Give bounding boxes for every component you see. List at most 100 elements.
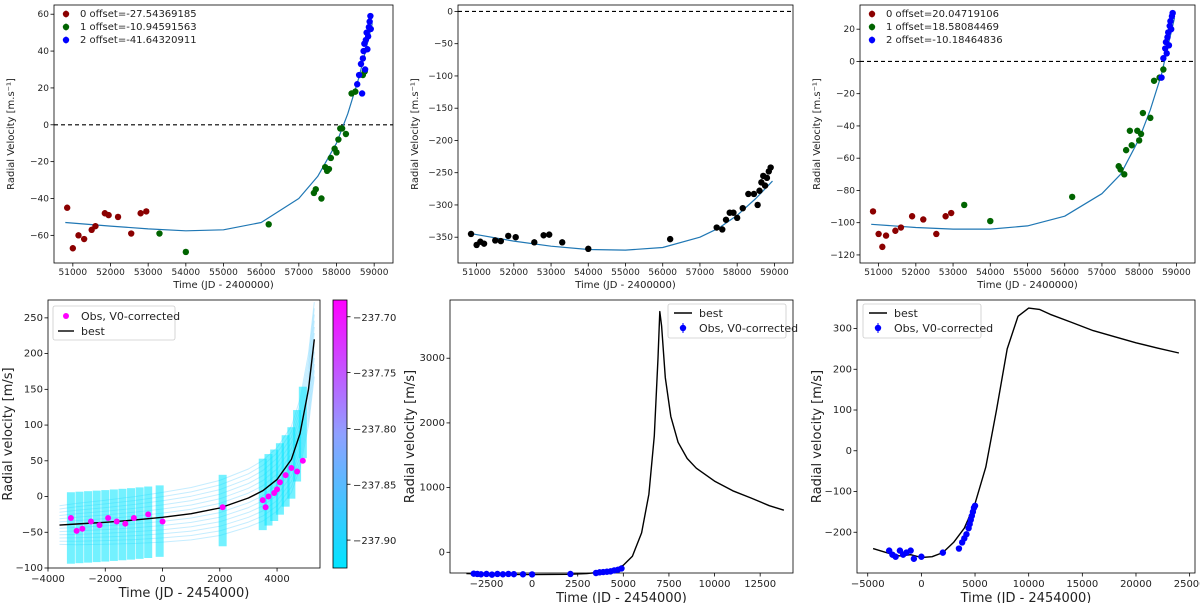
- data-point-green: [156, 230, 163, 237]
- data-point-red: [879, 243, 886, 251]
- x-tick-label: 56000: [1050, 268, 1079, 278]
- observation-point: [259, 497, 266, 504]
- colorbar-tick-label: −237.85: [353, 480, 396, 491]
- y-tick-label: −50: [434, 40, 453, 50]
- y-tick-label: 200: [24, 349, 43, 360]
- data-point-green: [342, 130, 350, 138]
- data-point-blue: [1163, 50, 1170, 57]
- y-tick-label: −100: [830, 219, 855, 229]
- legend-label: best: [894, 307, 918, 320]
- x-tick-label: 57000: [686, 268, 715, 278]
- y-axis-label: Radial velocity [m/s]: [810, 370, 825, 503]
- x-axis-label: Time (JD - 2454000): [555, 591, 687, 603]
- observation-point: [274, 486, 281, 493]
- data-point-black: [480, 240, 488, 247]
- observation-point: [159, 518, 166, 525]
- data-point-black: [497, 237, 505, 245]
- data-point-green: [1121, 171, 1128, 178]
- data-point-black: [545, 231, 553, 238]
- x-tick-label: 5000: [962, 579, 987, 590]
- data-point-green: [1137, 130, 1145, 138]
- observation-point: [282, 472, 289, 479]
- panel-top-left: 51000 52000 53000 54000 55000 56000 57000 58000…: [6, 4, 394, 291]
- observation-point: [87, 518, 94, 525]
- colorbar-tick-label: −237.80: [353, 424, 396, 435]
- y-tick-label: 20: [844, 25, 856, 35]
- data-point-green: [352, 88, 359, 95]
- legend-label: Obs, V0-corrected: [81, 310, 180, 323]
- observation-point: [528, 571, 536, 578]
- y-tick-label: 100: [24, 420, 43, 431]
- x-tick-label: 59000: [760, 268, 789, 278]
- x-tick-label: −4000: [31, 574, 65, 585]
- data-point-red: [869, 208, 877, 215]
- y-axis-label: Radial velocity [m/s]: [1, 367, 16, 500]
- data-point-black: [531, 239, 538, 246]
- x-tick-label: 58000: [723, 268, 752, 278]
- data-point-black: [540, 232, 547, 239]
- y-tick-label: −350: [428, 233, 453, 243]
- data-point-blue: [359, 55, 367, 62]
- data-point-black: [761, 182, 769, 189]
- y-axis-label: Radial Velocity [m.s⁻¹]: [410, 78, 421, 190]
- legend-label: 0 offset=-27.54369185: [80, 9, 197, 20]
- data-point-green: [1139, 109, 1147, 117]
- y-tick-label: −80: [836, 186, 855, 196]
- data-point-blue: [364, 46, 371, 53]
- data-point-green: [327, 154, 335, 162]
- data-point-green: [312, 186, 319, 193]
- posterior-column: [144, 486, 153, 558]
- x-tick-label: −5000: [851, 579, 885, 590]
- y-axis-label: Radial velocity [m/s]: [403, 370, 418, 503]
- data-point-green: [338, 125, 346, 132]
- colorbar-tick-label: −237.70: [353, 313, 396, 324]
- data-point-green: [335, 136, 342, 143]
- legend-box: [862, 303, 982, 339]
- data-point-blue: [1158, 74, 1165, 81]
- panel-bottom-left: −4000 −2000 0 2000 4000 −100 −50 0 50 100 150 200 25…: [1, 299, 396, 601]
- data-point-black: [512, 234, 519, 241]
- y-tick-label: 50: [30, 456, 43, 467]
- x-tick-label: 53000: [537, 268, 566, 278]
- y-tick-label: −50: [22, 527, 43, 538]
- panel-bottom-middle: −2500 0 2500 5000 7500 10000 12500 0 1000 2000 300…: [403, 299, 798, 603]
- x-tick-label: 10000: [699, 579, 731, 590]
- model-curve: [65, 23, 373, 232]
- data-point-green: [1150, 77, 1158, 84]
- posterior-column: [293, 410, 302, 482]
- x-tick-label: 53000: [134, 268, 163, 278]
- data-point-red: [69, 245, 77, 252]
- data-point-red: [114, 213, 122, 221]
- x-tick-label: 56000: [648, 268, 677, 278]
- y-tick-label: −300: [428, 201, 453, 211]
- observation-point: [113, 518, 120, 525]
- data-point-blue: [364, 33, 372, 40]
- data-point-green: [318, 195, 325, 202]
- data-point-blue: [1164, 34, 1171, 41]
- x-tick-label: 5000: [611, 579, 636, 590]
- legend-label: Obs, V0-corrected: [699, 322, 798, 335]
- best-fit-curve: [872, 307, 1180, 559]
- x-tick-label: 51000: [864, 268, 893, 278]
- y-tick-label: 3000: [420, 353, 445, 364]
- x-tick-label: 0: [529, 579, 535, 590]
- data-point-red: [128, 230, 135, 237]
- x-tick-label: 55000: [209, 268, 238, 278]
- posterior-column: [109, 489, 118, 561]
- y-tick-label: −150: [428, 104, 453, 114]
- y-axis-label: Radial Velocity [m.s⁻¹]: [812, 78, 823, 190]
- y-tick-label: 20: [38, 84, 50, 94]
- y-tick-label: −120: [830, 251, 855, 261]
- y-tick-label: −20: [30, 158, 49, 168]
- x-tick-label: 2500: [565, 579, 590, 590]
- y-tick-label: 40: [38, 47, 50, 57]
- data-point-black: [719, 226, 726, 233]
- y-tick-label: 0: [43, 121, 49, 131]
- data-point-blue: [1160, 55, 1167, 62]
- colorbar-tick-label: −237.90: [353, 536, 396, 547]
- legend-marker-red: [868, 10, 876, 18]
- posterior-column: [281, 435, 290, 507]
- y-tick-label: 0: [447, 7, 453, 17]
- y-tick-label: −200: [825, 527, 852, 538]
- axes-frame: [47, 299, 321, 569]
